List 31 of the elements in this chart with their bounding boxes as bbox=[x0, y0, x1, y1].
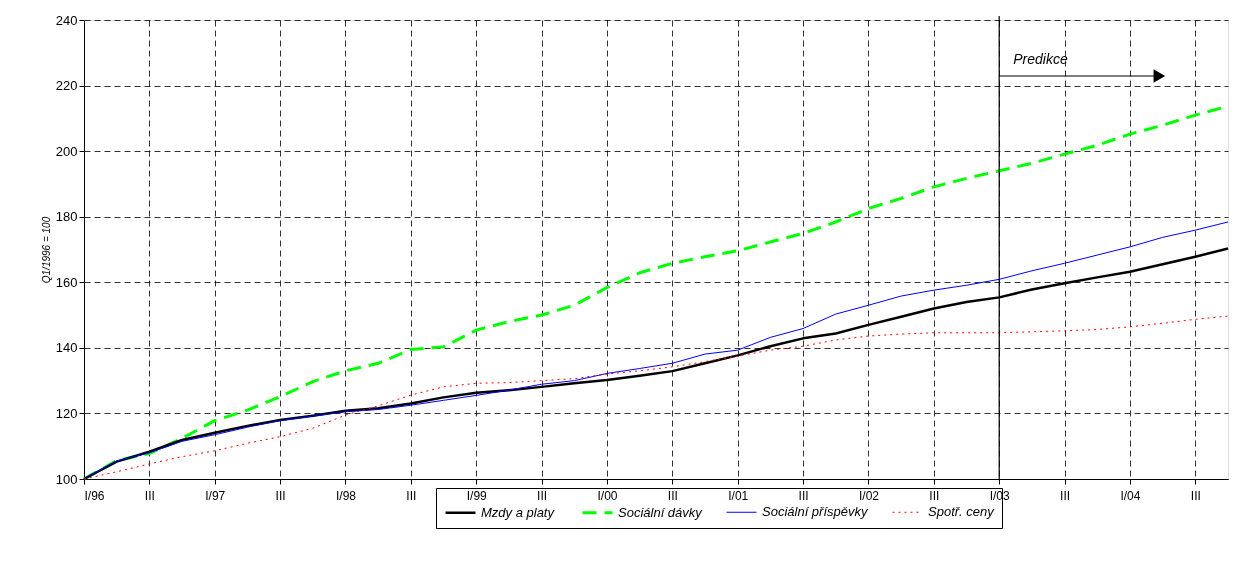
y-tick-label: 240 bbox=[55, 12, 78, 28]
y-tick-label: 200 bbox=[55, 143, 78, 159]
x-tick-label: III bbox=[1190, 488, 1201, 503]
legend-label: Mzdy a platy bbox=[481, 504, 556, 520]
x-tick-label: III bbox=[1060, 488, 1071, 503]
x-tick-label: I/02 bbox=[858, 488, 880, 503]
x-tick-label: I/97 bbox=[205, 488, 226, 503]
x-tick-label: I/99 bbox=[466, 488, 488, 503]
y-tick-label: 140 bbox=[55, 340, 78, 356]
x-tick-label: III bbox=[144, 488, 155, 503]
y-tick-label: 160 bbox=[55, 274, 78, 290]
x-tick-label: I/96 bbox=[84, 488, 105, 503]
x-tick-label: III bbox=[537, 488, 548, 503]
y-tick-label: 100 bbox=[55, 471, 78, 487]
legend-label: Sociální příspěvky bbox=[762, 504, 869, 520]
x-tick-label: I/98 bbox=[335, 488, 357, 503]
legend-label: Spotř. ceny bbox=[928, 504, 996, 520]
y-tick-label: 120 bbox=[55, 405, 78, 421]
legend-label: Sociální dávky bbox=[618, 504, 704, 520]
y-tick-label: 180 bbox=[55, 209, 78, 225]
x-tick-label: III bbox=[929, 488, 940, 503]
x-tick-label: I/04 bbox=[1120, 488, 1141, 503]
x-tick-label: III bbox=[798, 488, 809, 503]
y-tick-label: 220 bbox=[55, 78, 78, 94]
x-tick-label: I/01 bbox=[728, 488, 749, 503]
ref-line-label: Predikce bbox=[1013, 51, 1068, 67]
x-tick-label: III bbox=[667, 488, 678, 503]
x-tick-label: III bbox=[406, 488, 417, 503]
x-tick-label: I/00 bbox=[597, 488, 618, 503]
x-tick-label: III bbox=[275, 488, 286, 503]
y-axis-title: Q1/1996 = 100 bbox=[40, 216, 52, 284]
